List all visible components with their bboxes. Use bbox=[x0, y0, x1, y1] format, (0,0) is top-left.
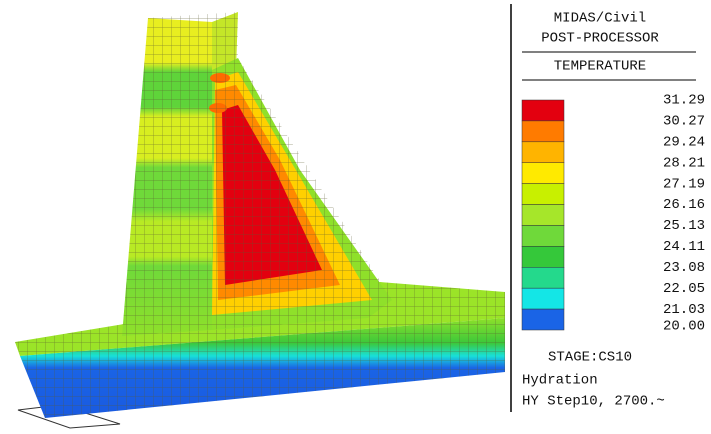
legend-band bbox=[522, 142, 564, 163]
legend-label: 27.19 bbox=[663, 176, 705, 192]
stage-label: STAGE:CS10 bbox=[548, 350, 632, 366]
legend-label: 31.29 bbox=[663, 93, 705, 109]
legend-label: 29.24 bbox=[663, 135, 705, 151]
legend-label: 21.03 bbox=[663, 302, 705, 318]
load-label: Hydration bbox=[522, 373, 598, 389]
legend-band bbox=[522, 246, 564, 267]
legend-label: 25.13 bbox=[663, 218, 705, 234]
legend-label: 30.27 bbox=[663, 114, 705, 130]
tower-mesh bbox=[122, 12, 392, 336]
legend-label: 28.21 bbox=[663, 155, 705, 171]
legend-label: 24.11 bbox=[663, 239, 705, 255]
app-title: MIDAS/Civil bbox=[554, 11, 646, 27]
legend-band bbox=[522, 184, 564, 205]
legend-label: 22.05 bbox=[663, 281, 705, 297]
legend-band bbox=[522, 225, 564, 246]
legend-label: 26.16 bbox=[663, 197, 705, 213]
step-label: HY Step10, 2700.~ bbox=[522, 394, 665, 410]
legend-label: 20.00 bbox=[663, 319, 705, 335]
legend-band bbox=[522, 205, 564, 226]
legend-band bbox=[522, 163, 564, 184]
legend-label: 23.08 bbox=[663, 260, 705, 276]
legend-band bbox=[522, 267, 564, 288]
legend-band bbox=[522, 121, 564, 142]
legend-band bbox=[522, 309, 564, 330]
page: MIDAS/Civil POST-PROCESSOR TEMPERATURE 3… bbox=[0, 0, 711, 434]
legend-band bbox=[522, 288, 564, 309]
model bbox=[15, 12, 505, 428]
legend-band bbox=[522, 100, 564, 121]
app-subtitle: POST-PROCESSOR bbox=[541, 31, 659, 47]
legend-title: TEMPERATURE bbox=[554, 59, 646, 75]
legend: 31.29 30.27 29.24 28.21 27.19 26.16 25.13 24.11… bbox=[522, 93, 705, 335]
screenshot: MIDAS/Civil POST-PROCESSOR TEMPERATURE 3… bbox=[0, 0, 711, 434]
